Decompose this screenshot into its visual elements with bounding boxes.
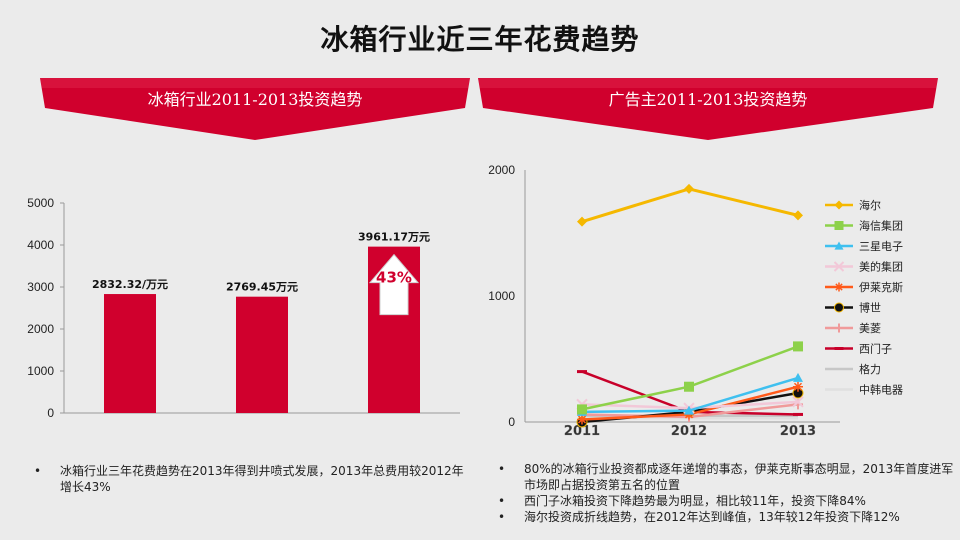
series-line xyxy=(581,345,799,411)
marker-point xyxy=(834,241,844,250)
legend-label: 博世 xyxy=(859,302,881,315)
marker-point xyxy=(834,347,844,350)
bullet-item: • 80%的冰箱行业投资都成逐年递增的事态，伊莱克斯事态明显，2013年首度进军市… xyxy=(498,461,954,493)
legend-item: 中韩电器 xyxy=(825,383,903,397)
series-海尔 xyxy=(577,183,803,227)
right-banner-text: 广告主2011-2013投资趋势 xyxy=(608,90,808,109)
bullet-dot-icon: • xyxy=(498,494,506,508)
bullet-text: 80%的冰箱行业投资都成逐年递增的事态，伊莱克斯事态明显，2013年首度进军市场… xyxy=(524,462,954,492)
growth-annotation: 43% xyxy=(376,269,412,287)
legend-label: 美菱 xyxy=(859,322,881,335)
marker-point xyxy=(577,404,587,415)
marker-point xyxy=(793,372,803,382)
legend-item: 伊莱克斯 xyxy=(825,281,903,294)
line-y-tick-label: 2000 xyxy=(488,163,515,177)
marker-point xyxy=(793,341,803,352)
marker-point xyxy=(793,210,803,221)
marker-point xyxy=(834,282,844,292)
marker-point xyxy=(793,381,803,392)
marker-point xyxy=(684,183,694,194)
left-bullet-list: • 冰箱行业三年花费趋势在2013年得到井喷式发展，2013年总费用较2012年增… xyxy=(34,463,470,495)
bar-2011 xyxy=(104,294,156,413)
left-banner: 冰箱行业2011-2013投资趋势 xyxy=(40,78,470,140)
legend-label: 海信集团 xyxy=(859,219,903,233)
bullet-dot-icon: • xyxy=(34,464,42,478)
marker-point xyxy=(834,302,844,313)
bullet-dot-icon: • xyxy=(498,462,506,476)
legend-label: 中韩电器 xyxy=(859,383,903,397)
left-banner-shape xyxy=(40,78,470,140)
legend-item: 博世 xyxy=(825,302,881,315)
marker-point xyxy=(577,414,587,425)
legend-item: 西门子 xyxy=(825,342,892,356)
marker-point xyxy=(834,221,844,230)
up-arrow-icon xyxy=(368,253,420,316)
legend-item: 格力 xyxy=(825,362,881,376)
line-x-tick-label: 2011 xyxy=(564,424,600,439)
right-bullet-list: • 80%的冰箱行业投资都成逐年递增的事态，伊莱克斯事态明显，2013年首度进军市… xyxy=(498,461,954,525)
line-x-tick-label: 2013 xyxy=(780,424,816,439)
bullet-item: • 西门子冰箱投资下降趋势最为明显，相比较11年，投资下降84% xyxy=(498,493,954,509)
bar-y-tick-label: 1000 xyxy=(27,364,54,378)
page-title: 冰箱行业近三年花费趋势 xyxy=(320,23,640,56)
marker-point xyxy=(834,200,844,210)
legend-label: 伊莱克斯 xyxy=(859,281,903,294)
bullet-text: 西门子冰箱投资下降趋势最为明显，相比较11年，投资下降84% xyxy=(524,494,866,508)
legend-label: 美的集团 xyxy=(859,260,903,274)
legend-label: 三星电子 xyxy=(859,240,903,253)
right-banner: 广告主2011-2013投资趋势 xyxy=(478,78,938,140)
right-banner-shape xyxy=(478,78,938,140)
legend-item: 美的集团 xyxy=(825,260,903,274)
bar-data-label: 2832.32/万元 xyxy=(92,278,168,291)
left-banner-text: 冰箱行业2011-2013投资趋势 xyxy=(147,90,363,109)
bullet-dot-icon: • xyxy=(498,510,506,524)
bar-y-tick-label: 2000 xyxy=(27,322,54,336)
bullet-item: • 海尔投资成折线趋势，在2012年达到峰值，13年较12年投资下降12% xyxy=(498,509,954,525)
line-y-tick-label: 1000 xyxy=(488,289,515,303)
marker-point xyxy=(833,261,845,272)
legend-label: 海尔 xyxy=(859,198,881,212)
legend-item: 美菱 xyxy=(825,322,881,335)
bar-data-label: 2769.45万元 xyxy=(226,281,298,294)
bar-y-tick-label: 4000 xyxy=(27,238,54,252)
legend-item: 海信集团 xyxy=(825,219,903,233)
line-y-tick-label: 0 xyxy=(508,415,515,429)
legend-label: 格力 xyxy=(859,362,881,376)
legend-item: 海尔 xyxy=(825,198,881,212)
marker-point xyxy=(577,370,587,374)
bar-2012 xyxy=(236,296,288,413)
arrow-shape xyxy=(368,253,420,316)
marker-point xyxy=(684,381,694,392)
legend-item: 三星电子 xyxy=(825,240,903,253)
bullet-text: 冰箱行业三年花费趋势在2013年得到井喷式发展，2013年总费用较2012年增长… xyxy=(60,464,464,494)
bullet-text: 海尔投资成折线趋势，在2012年达到峰值，13年较12年投资下降12% xyxy=(524,510,900,524)
series-line xyxy=(581,187,799,224)
legend-label: 西门子 xyxy=(859,342,892,356)
bar-data-label: 3961.17万元 xyxy=(358,231,430,244)
marker-point xyxy=(793,412,803,416)
marker-point xyxy=(577,216,587,227)
bullet-item: • 冰箱行业三年花费趋势在2013年得到井喷式发展，2013年总费用较2012年增… xyxy=(34,463,470,495)
line-x-tick-label: 2012 xyxy=(671,424,707,439)
marker-point xyxy=(684,405,694,415)
marker-point xyxy=(792,396,804,408)
bar-y-tick-label: 5000 xyxy=(27,196,54,210)
bar-y-tick-label: 0 xyxy=(47,406,54,420)
bar-y-tick-label: 3000 xyxy=(27,280,54,294)
marker-point xyxy=(834,323,844,333)
series-海信集团 xyxy=(577,341,803,415)
